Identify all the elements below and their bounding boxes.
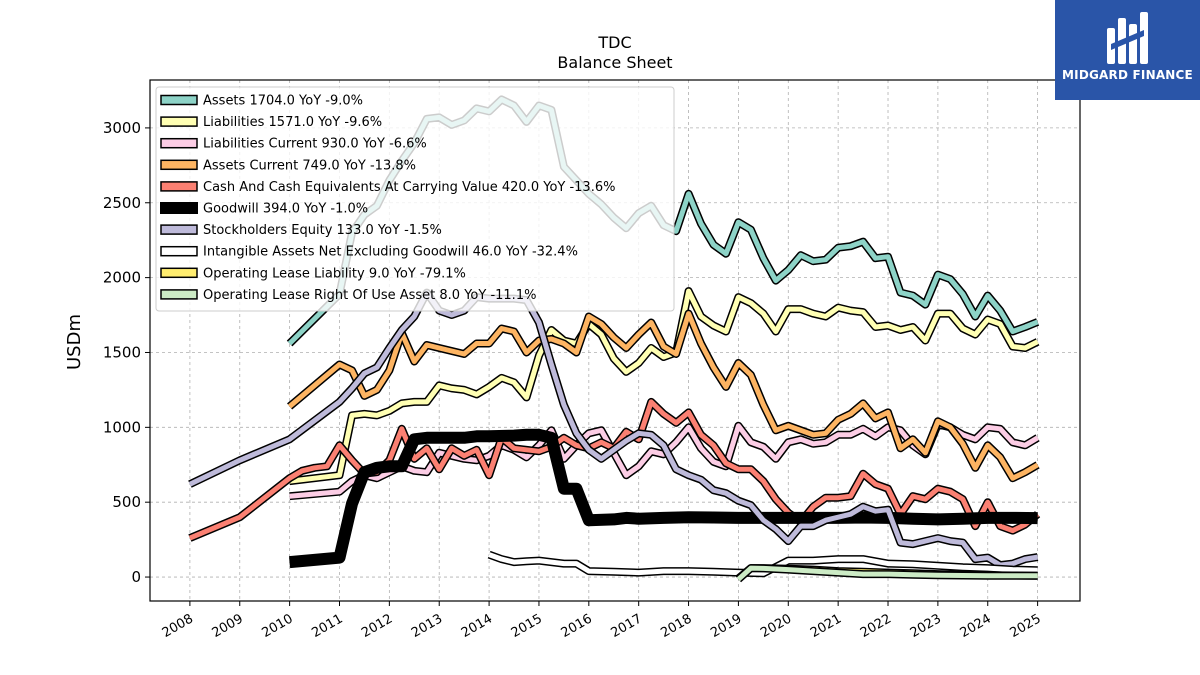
x-tick-label: 2016	[559, 611, 595, 641]
legend-label: Assets Current 749.0 YoY -13.8%	[203, 158, 416, 173]
legend-label: Stockholders Equity 133.0 YoY -1.5%	[203, 223, 442, 238]
x-tick-label: 2021	[808, 611, 844, 641]
series-stroke	[188, 399, 1040, 541]
y-tick-label: 500	[112, 493, 141, 511]
legend: Assets 1704.0 YoY -9.0% Liabilities 1571.…	[155, 86, 675, 312]
legend-entry: Stockholders Equity 133.0 YoY -1.5%	[160, 223, 442, 238]
legend-label: Liabilities 1571.0 YoY -9.6%	[203, 115, 382, 130]
legend-label: Operating Lease Liability 9.0 YoY -79.1%	[203, 266, 466, 281]
x-tick-label: 2024	[958, 611, 994, 641]
legend-label: Liabilities Current 930.0 YoY -6.6%	[203, 137, 427, 152]
legend-swatch	[160, 159, 198, 171]
x-tick-label: 2022	[858, 611, 894, 641]
y-axis-label: USDm	[64, 314, 85, 370]
midgard-finance-logo: MIDGARD FINANCE	[1055, 0, 1200, 100]
legend-label: Goodwill 394.0 YoY -1.0%	[203, 202, 368, 217]
x-tick-label: 2018	[658, 611, 694, 641]
x-tick-label: 2014	[459, 611, 495, 641]
legend-swatch	[160, 137, 198, 149]
legend-swatch	[160, 202, 198, 214]
x-axis: 2008 2009 2010 2011 2012 2013 2014 2015 2016 2017…	[160, 601, 1044, 641]
x-tick-label: 2011	[309, 611, 345, 641]
legend-swatch	[160, 224, 198, 235]
legend-entry: Assets 1704.0 YoY -9.0%	[160, 94, 363, 109]
legend-label: Operating Lease Right Of Use Asset 8.0 Y…	[203, 288, 536, 303]
series-stroke	[488, 552, 1038, 576]
series-stroke	[287, 311, 1039, 481]
x-tick-label: 2013	[409, 611, 445, 641]
legend-entry: Goodwill 394.0 YoY -1.0%	[160, 202, 368, 217]
x-tick-label: 2019	[708, 611, 744, 641]
y-axis: 0 500 1000 1500 2000 2500 3000	[103, 119, 150, 586]
x-tick-label: 2008	[160, 611, 196, 641]
legend-swatch	[160, 94, 198, 106]
legend-label: Assets 1704.0 YoY -9.0%	[203, 94, 363, 109]
x-tick-label: 2017	[609, 611, 645, 641]
series-stroke	[289, 430, 1038, 567]
x-tick-label: 2009	[210, 611, 246, 641]
series-line-7	[487, 550, 1038, 578]
legend-entry: Operating Lease Right Of Use Asset 8.0 Y…	[160, 288, 536, 303]
chart-title: TDC	[597, 33, 631, 52]
legend-swatch	[160, 181, 198, 192]
series-stroke	[736, 565, 1038, 582]
logo-mark-icon	[1107, 12, 1148, 64]
y-tick-label: 2500	[103, 194, 141, 212]
x-tick-label: 2020	[758, 611, 794, 641]
y-tick-label: 1500	[103, 343, 141, 361]
series-line-4	[188, 397, 1041, 542]
x-tick-label: 2012	[359, 611, 395, 641]
legend-entry: Liabilities 1571.0 YoY -9.6%	[160, 115, 382, 130]
legend-label: Cash And Cash Equivalents At Carrying Va…	[203, 180, 615, 195]
legend-entry: Liabilities Current 930.0 YoY -6.6%	[160, 137, 427, 152]
logo-text: MIDGARD FINANCE	[1062, 68, 1193, 82]
y-tick-label: 1000	[103, 418, 141, 436]
legend-entry: Intangible Assets Net Excluding Goodwill…	[160, 245, 578, 260]
legend-entry: Assets Current 749.0 YoY -13.8%	[160, 158, 416, 173]
y-tick-label: 3000	[103, 119, 141, 137]
series-line-3	[287, 309, 1040, 483]
legend-swatch	[160, 245, 198, 257]
legend-swatch	[160, 116, 198, 127]
series-line-9	[735, 564, 1038, 583]
x-tick-label: 2010	[259, 611, 295, 641]
x-tick-label: 2023	[908, 611, 944, 641]
legend-entry: Cash And Cash Equivalents At Carrying Va…	[160, 180, 615, 195]
legend-swatch	[160, 289, 198, 300]
plot-frame	[149, 79, 1081, 602]
y-tick-label: 2000	[103, 269, 141, 287]
legend-box	[155, 86, 675, 312]
legend-label: Intangible Assets Net Excluding Goodwill…	[203, 245, 578, 260]
chart-subtitle: Balance Sheet	[557, 53, 672, 72]
legend-entry: Operating Lease Liability 9.0 YoY -79.1%	[160, 266, 466, 281]
x-tick-label: 2025	[1007, 611, 1043, 641]
x-tick-label: 2015	[509, 611, 545, 641]
series-line-5	[289, 428, 1038, 569]
legend-swatch	[160, 267, 198, 279]
y-tick-label: 0	[131, 568, 141, 586]
